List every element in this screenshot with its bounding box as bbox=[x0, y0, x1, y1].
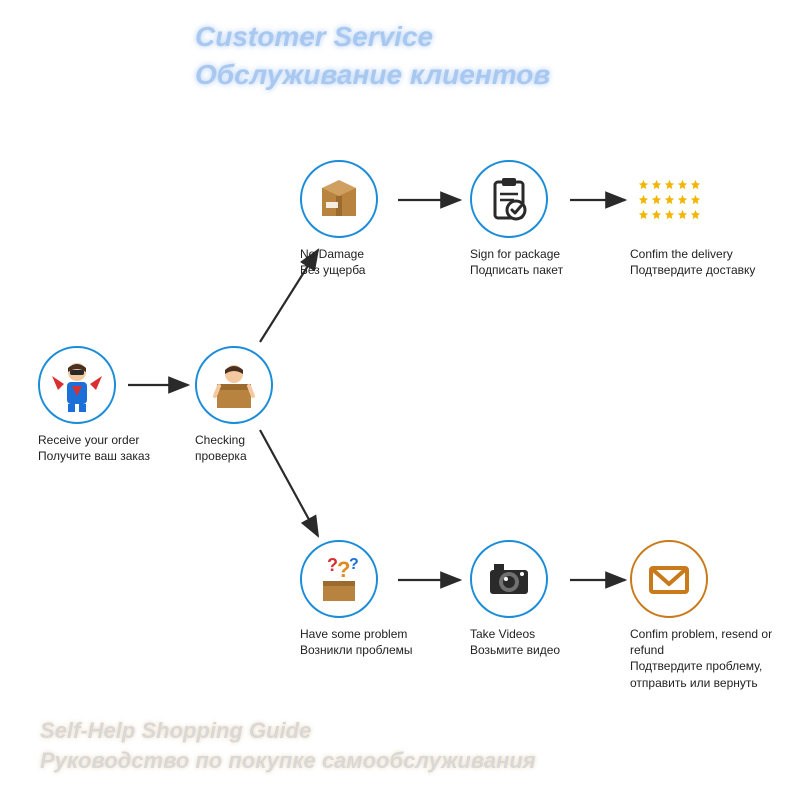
node-label-ru: Получите ваш заказ bbox=[38, 448, 150, 464]
node-confirm-problem: Confim problem, resend or refund Подтвер… bbox=[630, 540, 785, 691]
node-label-en: Confim the delivery bbox=[630, 246, 755, 262]
node-checking: Checking проверка bbox=[195, 346, 273, 464]
node-label-en: Receive your order bbox=[38, 432, 150, 448]
node-label-en: Take Videos bbox=[470, 626, 560, 642]
svg-text:?: ? bbox=[349, 556, 359, 573]
title-block: Customer Service Обслуживание клиентов bbox=[195, 18, 550, 94]
superhero-icon bbox=[38, 346, 116, 424]
node-label-en: Sign for package bbox=[470, 246, 563, 262]
person-box-icon bbox=[195, 346, 273, 424]
node-label-ru: Подтвердите доставку bbox=[630, 262, 755, 278]
node-label-ru: Подписать пакет bbox=[470, 262, 563, 278]
footer-block: Self-Help Shopping Guide Руководство по … bbox=[40, 716, 536, 775]
node-label-en: Have some problem bbox=[300, 626, 413, 642]
package-icon bbox=[300, 160, 378, 238]
node-label-ru: Возьмите видео bbox=[470, 642, 560, 658]
footer-line-ru: Руководство по покупке самообслуживания bbox=[40, 746, 536, 776]
title-line-ru: Обслуживание клиентов bbox=[195, 56, 550, 94]
title-line-en: Customer Service bbox=[195, 18, 550, 56]
node-have-problem: ? ? ? Have some problem Возникли проблем… bbox=[300, 540, 413, 658]
clipboard-check-icon bbox=[470, 160, 548, 238]
node-label-en: Checking bbox=[195, 432, 273, 448]
node-label-en: Confim problem, resend or refund bbox=[630, 626, 785, 658]
node-label-en: No Damage bbox=[300, 246, 378, 262]
node-label-ru: Без ущерба bbox=[300, 262, 378, 278]
question-box-icon: ? ? ? bbox=[300, 540, 378, 618]
node-label-ru: Подтвердите проблему, отправить или верн… bbox=[630, 658, 785, 690]
node-label-ru: проверка bbox=[195, 448, 273, 464]
flowchart-canvas: Customer Service Обслуживание клиентов R… bbox=[0, 0, 800, 800]
node-take-videos: Take Videos Возьмите видео bbox=[470, 540, 560, 658]
node-sign-package: Sign for package Подписать пакет bbox=[470, 160, 563, 278]
footer-line-en: Self-Help Shopping Guide bbox=[40, 716, 536, 746]
node-no-damage: No Damage Без ущерба bbox=[300, 160, 378, 278]
stars-icon bbox=[630, 160, 708, 238]
node-label-ru: Возникли проблемы bbox=[300, 642, 413, 658]
node-receive-order: Receive your order Получите ваш заказ bbox=[38, 346, 150, 464]
node-confirm-delivery: Confim the delivery Подтвердите доставку bbox=[630, 160, 755, 278]
camera-icon bbox=[470, 540, 548, 618]
envelope-icon bbox=[630, 540, 708, 618]
